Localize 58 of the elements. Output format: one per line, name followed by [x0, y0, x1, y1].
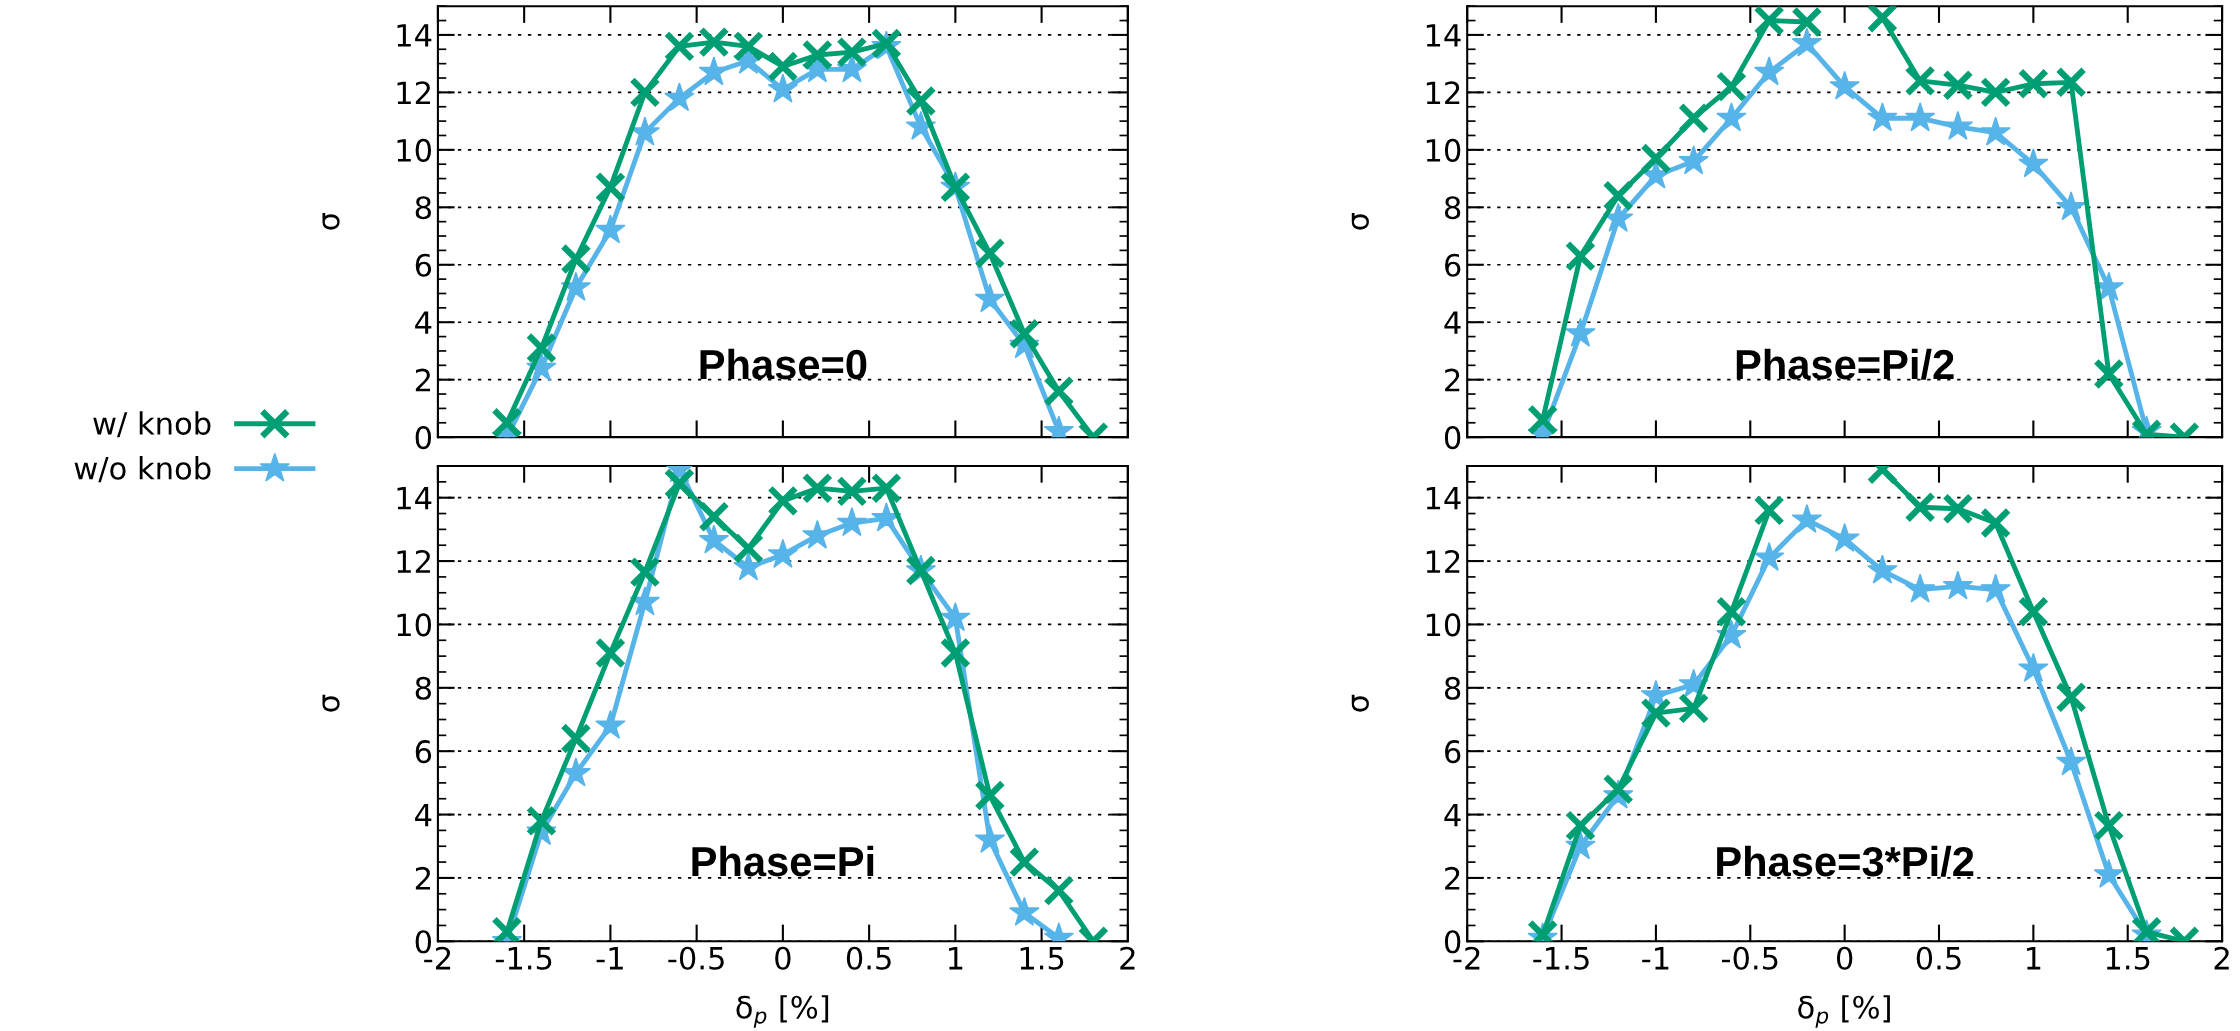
y-tick-label: 12	[1426, 81, 1460, 104]
y-tick-label: 10	[397, 138, 432, 162]
y-tick-label: 0	[1444, 426, 1461, 450]
y-tick-label: 14	[397, 487, 432, 510]
annotation: Phase=0	[700, 348, 867, 380]
y-tick-label: 2	[415, 368, 430, 392]
annotation: Phase=Pi	[692, 845, 874, 877]
y-tick-label: 14	[1426, 24, 1461, 47]
y-tick-label: 4	[1444, 803, 1461, 827]
annotation: Phase=3*Pi/2	[1717, 845, 1974, 877]
y-tick-label: 4	[1444, 311, 1461, 334]
x-tick-label: 1.5	[1020, 947, 1064, 970]
x-tick-label: 1	[949, 947, 963, 970]
y-axis-title: σ	[322, 212, 340, 230]
y-tick-label: 2	[1445, 866, 1460, 890]
y-tick-label: 8	[415, 196, 431, 220]
y-tick-label: 8	[415, 676, 431, 700]
y-tick-label: 4	[415, 311, 432, 334]
annotation: Phase=Pi/2	[1736, 348, 1954, 380]
y-tick-label: 12	[397, 81, 430, 104]
x-tick-label: 0.5	[846, 946, 891, 970]
y-tick-label: 10	[1426, 138, 1461, 162]
x-tick-label: -0.5	[668, 946, 724, 970]
legend-label: w/ knob	[93, 411, 211, 438]
y-tick-label: 0	[415, 426, 432, 450]
x-tick-label: 0	[775, 946, 791, 970]
x-tick-label: -1	[1642, 947, 1669, 970]
y-tick-label: 4	[415, 803, 432, 827]
y-tick-label: 8	[1444, 196, 1461, 220]
x-tick-label: 0	[1836, 946, 1853, 970]
y-axis-title: σ	[1351, 212, 1369, 230]
y-tick-label: 2	[415, 866, 430, 890]
y-tick-label: 12	[397, 550, 430, 573]
y-tick-label: 8	[1444, 676, 1461, 700]
x-axis-title: δ$_{p}$ [%]	[1798, 995, 1890, 1028]
x-tick-label: -0.5	[1721, 946, 1778, 970]
x-tick-label: 0.5	[1916, 946, 1961, 970]
x-tick-label: -1.5	[1533, 947, 1589, 970]
y-tick-label: 6	[1445, 253, 1461, 277]
y-tick-label: 10	[1426, 613, 1461, 637]
y-tick-label: 6	[415, 740, 432, 764]
x-tick-label: 2	[1120, 946, 1135, 970]
x-tick-label: 1.5	[2106, 947, 2150, 970]
x-tick-label: 2	[2214, 946, 2229, 970]
x-tick-label: 1	[2027, 947, 2041, 970]
y-tick-label: 12	[1426, 550, 1460, 573]
y-tick-label: 10	[397, 613, 432, 637]
y-tick-label: 2	[1445, 368, 1460, 392]
x-axis-title: δ$_{p}$ [%]	[736, 995, 829, 1028]
y-tick-label: 6	[415, 253, 432, 277]
y-axis-title: σ	[322, 694, 340, 712]
y-tick-label: 14	[397, 24, 432, 47]
y-tick-label: 14	[1426, 487, 1461, 510]
y-axis-title: σ	[1351, 694, 1369, 712]
x-tick-label: -1.5	[495, 947, 552, 970]
legend-label: w/o knob	[74, 456, 211, 483]
y-tick-label: 6	[1445, 740, 1461, 764]
x-tick-label: -1	[596, 947, 623, 970]
